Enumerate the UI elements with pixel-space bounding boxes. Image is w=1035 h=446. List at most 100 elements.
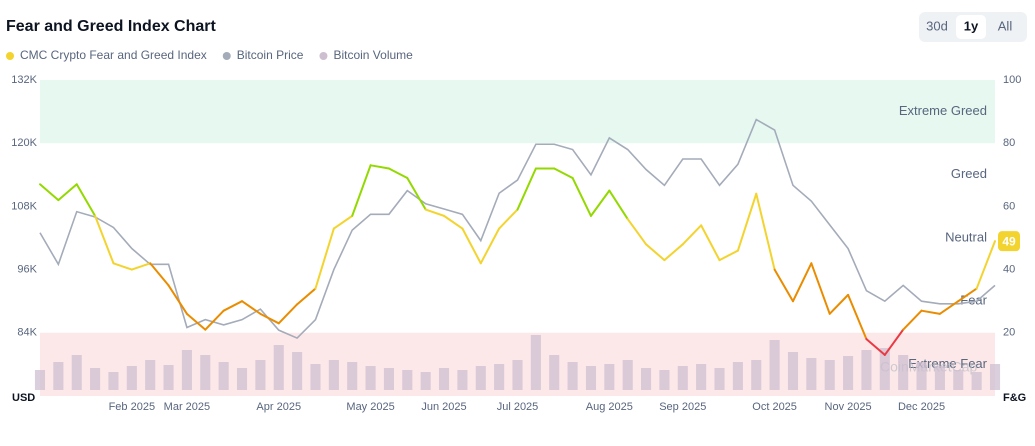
volume-bar xyxy=(989,364,1001,390)
fg-segment xyxy=(259,312,280,325)
y-tick-label: 120K xyxy=(11,137,37,149)
volume-bar xyxy=(806,358,817,390)
volume-bar xyxy=(567,362,578,390)
fg-segment xyxy=(736,192,758,252)
y2-tick-label: 60 xyxy=(1003,200,1015,212)
x-tick-label: May 2025 xyxy=(346,401,394,413)
x-tick-label: Dec 2025 xyxy=(898,401,945,413)
fg-segment xyxy=(571,176,592,217)
fg-segment xyxy=(39,183,60,202)
y2-tick-label: 20 xyxy=(1003,327,1015,339)
fg-segment xyxy=(314,227,335,290)
fg-segment xyxy=(755,192,776,271)
volume-bar xyxy=(898,355,909,390)
x-tick-label: Aug 2025 xyxy=(586,401,633,413)
volume-bar xyxy=(273,345,284,390)
volume-bar xyxy=(787,352,799,390)
y-unit: USD xyxy=(12,392,35,404)
volume-bar xyxy=(53,362,64,390)
volume-bar xyxy=(200,355,211,390)
current-value: 49 xyxy=(1002,234,1016,248)
fg-segment xyxy=(369,164,390,170)
fg-segment xyxy=(773,268,794,303)
x-tick-label: Mar 2025 xyxy=(164,401,210,413)
fg-segment xyxy=(645,243,666,262)
fg-segment xyxy=(865,338,886,356)
volume-bar xyxy=(512,360,523,390)
volume-bar xyxy=(383,368,394,390)
legend-dot xyxy=(319,52,328,60)
fg-segment xyxy=(57,183,78,202)
volume-bar xyxy=(934,366,945,390)
y-tick-label: 84K xyxy=(17,327,37,339)
volume-bar xyxy=(953,370,964,390)
volume-bar xyxy=(71,355,82,390)
fg-segment xyxy=(277,303,299,325)
volume-bar xyxy=(732,362,743,390)
fg-segment xyxy=(185,312,207,331)
fg-segment xyxy=(167,284,188,315)
fg-segment xyxy=(479,227,501,265)
fg-segment xyxy=(75,183,97,217)
range-button[interactable]: 30d xyxy=(926,18,948,33)
volume-bar xyxy=(108,372,119,390)
fg-segment xyxy=(332,214,354,230)
fg-segment xyxy=(296,287,317,306)
x-tick-label: Jul 2025 xyxy=(497,401,539,413)
fg-segment xyxy=(424,208,446,217)
volume-bar xyxy=(751,360,762,390)
volume-bar xyxy=(126,366,137,390)
volume-bar xyxy=(34,370,46,390)
x-tick-label: Nov 2025 xyxy=(825,401,872,413)
volume-bar xyxy=(475,366,486,390)
current-badge xyxy=(998,231,1020,252)
y2-unit: F&G xyxy=(1003,392,1026,404)
volume-bar xyxy=(438,368,450,390)
volume-bar xyxy=(218,362,229,390)
zone-band xyxy=(40,80,995,144)
volume-bar xyxy=(494,364,505,390)
fg-segment xyxy=(149,262,170,287)
fg-segment xyxy=(791,262,813,303)
volume-bar xyxy=(696,364,707,390)
volume-bar xyxy=(971,372,982,390)
x-tick-label: Sep 2025 xyxy=(659,401,706,413)
fg-segment xyxy=(130,262,152,271)
fg-segment xyxy=(920,309,941,315)
volume-bar xyxy=(824,360,835,390)
volume-bar xyxy=(879,348,890,390)
volume-bar xyxy=(714,368,725,390)
zone-label: Extreme Fear xyxy=(908,356,987,371)
volume-bar xyxy=(292,352,303,390)
volume-bar xyxy=(255,360,266,390)
volume-bar xyxy=(181,350,192,390)
volume-bar xyxy=(622,360,633,390)
fg-segment xyxy=(516,167,537,211)
range-button[interactable]: 1y xyxy=(964,18,979,33)
volume-bar xyxy=(310,364,321,390)
volume-bar xyxy=(769,340,780,390)
range-button[interactable]: All xyxy=(998,18,1013,33)
legend-label: CMC Crypto Fear and Greed Index xyxy=(20,48,207,62)
y-tick-label: 96K xyxy=(17,264,37,276)
fg-segment xyxy=(902,309,923,331)
range-active xyxy=(956,15,986,39)
fg-segment xyxy=(461,227,482,265)
volume-bar xyxy=(457,370,468,390)
fg-segment xyxy=(681,224,703,246)
volume-bar xyxy=(163,365,174,390)
volume-bar xyxy=(604,364,615,390)
volume-bar xyxy=(365,366,376,390)
fg-segment xyxy=(957,287,978,303)
y2-tick-label: 100 xyxy=(1003,74,1021,86)
fg-segment xyxy=(406,176,427,211)
legend-dot xyxy=(6,52,14,60)
volume-bar xyxy=(677,366,688,390)
fg-segment xyxy=(94,214,115,265)
fg-segment xyxy=(938,300,960,315)
volume-bar xyxy=(916,362,927,390)
y-tick-label: 132K xyxy=(11,74,37,86)
fg-segment xyxy=(498,208,519,230)
zone-label: Fear xyxy=(960,293,987,308)
